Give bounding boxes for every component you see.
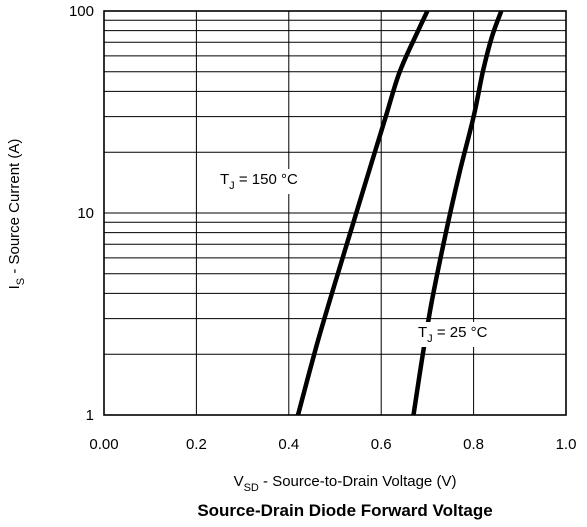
x-tick-label: 1.0	[556, 436, 577, 453]
chart-title: Source-Drain Diode Forward Voltage	[197, 501, 492, 520]
x-axis-label: VSD - Source-to-Drain Voltage (V)	[234, 473, 457, 494]
x-tick-label: 0.8	[463, 436, 484, 453]
x-tick-label: 0.6	[371, 436, 392, 453]
tick-labels: 0.00 0.2 0.4 0.6 0.8 1.0 1 10 100	[69, 3, 576, 453]
plot-frame	[103, 10, 567, 416]
annotation-background	[216, 169, 302, 194]
x-tick-label: 0.2	[186, 436, 207, 453]
y-tick-label: 1	[86, 407, 94, 424]
annotation-25c: TJ = 25 °C	[418, 324, 488, 345]
annotation-150c: TJ = 150 °C	[220, 171, 298, 192]
series-line-150c	[295, 10, 430, 416]
annotation-background	[414, 322, 492, 347]
grid	[104, 11, 566, 415]
y-tick-label: 10	[77, 205, 94, 222]
x-tick-label: 0.4	[278, 436, 299, 453]
y-axis-label: IS - Source Current (A)	[6, 139, 27, 290]
y-tick-label: 100	[69, 3, 94, 20]
x-tick-label: 0.00	[89, 436, 118, 453]
